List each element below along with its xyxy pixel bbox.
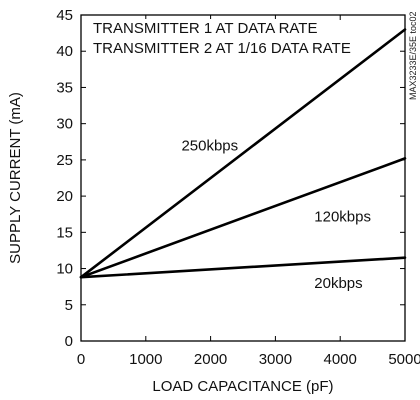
x-tick-label: 0 [77, 351, 85, 368]
x-tick-label: 2000 [194, 351, 227, 368]
series-labels: 250kbps 120kbps 20kbps [181, 137, 371, 292]
y-tick-label: 20 [56, 188, 73, 205]
x-axis-ticks: 0 1000 2000 3000 4000 5000 [77, 15, 420, 368]
legend-background [89, 19, 307, 37]
series-line-20kbps [79, 256, 407, 279]
y-tick-label: 10 [56, 261, 73, 278]
x-tick-label: 5000 [388, 351, 420, 368]
y-tick-label: 35 [56, 79, 73, 96]
y-tick-label: 30 [56, 116, 73, 133]
y-tick-label: 5 [65, 297, 73, 314]
legend-background [89, 39, 345, 57]
series-label-250kbps: 250kbps [181, 137, 238, 154]
y-tick-label: 0 [65, 333, 73, 350]
y-axis-ticks: 0 5 10 15 20 25 30 35 40 45 [56, 7, 405, 350]
x-tick-label: 1000 [129, 351, 162, 368]
y-tick-label: 45 [56, 7, 73, 24]
x-axis-title: LOAD CAPACITANCE (pF) [152, 378, 333, 395]
series-line-120kbps [79, 157, 407, 279]
series-lines [79, 28, 407, 279]
legend-line-2: TRANSMITTER 2 AT 1/16 DATA RATE [93, 40, 351, 57]
x-tick-label: 3000 [259, 351, 292, 368]
series-label-20kbps: 20kbps [314, 275, 362, 292]
series-label-120kbps: 120kbps [314, 208, 371, 225]
series-line-250kbps [79, 28, 407, 279]
y-axis-title: SUPPLY CURRENT (mA) [7, 92, 24, 264]
figure-code: MAX3233E/35E toc02 [408, 11, 418, 100]
y-tick-label: 25 [56, 152, 73, 169]
plot-frame [80, 14, 406, 342]
y-tick-label: 15 [56, 224, 73, 241]
y-tick-label: 40 [56, 43, 73, 60]
legend-line-1: TRANSMITTER 1 AT DATA RATE [93, 20, 317, 37]
x-tick-label: 4000 [324, 351, 357, 368]
